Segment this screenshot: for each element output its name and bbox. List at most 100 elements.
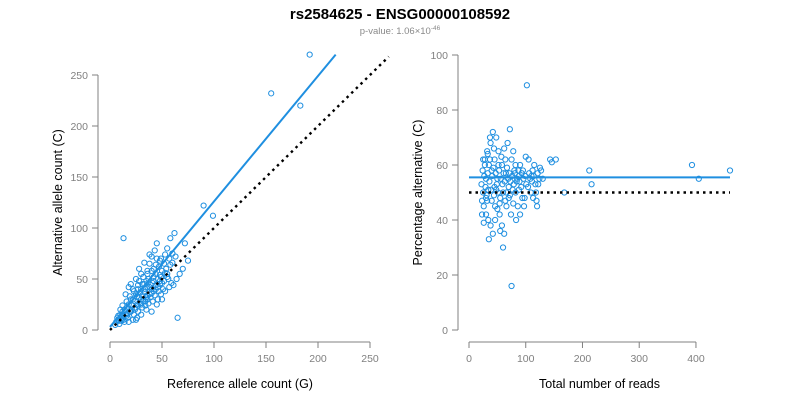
- data-point: [482, 194, 490, 202]
- data-point: [533, 203, 541, 210]
- data-point: [526, 170, 533, 177]
- data-point: [482, 211, 490, 218]
- data-point: [503, 203, 510, 210]
- p-value-mantissa: p-value: 1.06×10: [360, 26, 431, 37]
- data-point: [167, 235, 174, 242]
- data-point: [173, 275, 180, 283]
- data-point: [495, 161, 502, 169]
- data-point: [184, 257, 192, 264]
- fit-line: [109, 53, 337, 328]
- data-point: [506, 126, 513, 133]
- data-point: [146, 251, 153, 258]
- data-point: [153, 301, 160, 308]
- data-point: [148, 308, 155, 315]
- x-tick-label: 100: [517, 353, 535, 365]
- data-point: [487, 222, 494, 229]
- data-point: [181, 240, 188, 247]
- data-point: [510, 200, 517, 207]
- y-tick-label: 200: [70, 121, 88, 133]
- data-point: [144, 270, 151, 277]
- x-tick-label: 200: [309, 353, 327, 365]
- data-point: [176, 270, 183, 277]
- data-point: [125, 318, 132, 325]
- data-point: [502, 156, 509, 163]
- data-point: [149, 298, 156, 305]
- data-point: [146, 260, 153, 267]
- data-point: [484, 150, 491, 158]
- data-point: [134, 282, 142, 289]
- data-point: [132, 275, 140, 283]
- data-point: [515, 186, 523, 193]
- data-point: [138, 301, 145, 308]
- y-tick-label: 80: [436, 105, 448, 117]
- y-tick-label: 40: [436, 215, 448, 227]
- data-point: [485, 161, 492, 169]
- x-tick-label: 50: [156, 353, 168, 365]
- y-tick-label: 0: [82, 325, 88, 337]
- data-point: [695, 175, 702, 182]
- data-point: [521, 194, 528, 202]
- data-point: [489, 230, 496, 237]
- data-point: [495, 148, 502, 155]
- data-point: [533, 197, 540, 204]
- data-point: [116, 317, 123, 324]
- data-point: [486, 134, 494, 141]
- data-point: [484, 197, 491, 204]
- data-point: [486, 178, 493, 185]
- data-point: [136, 277, 143, 285]
- data-point: [492, 170, 499, 177]
- x-tick-label: 400: [687, 353, 705, 365]
- data-point: [504, 139, 511, 147]
- data-point: [531, 161, 538, 169]
- data-point: [306, 51, 313, 58]
- data-point: [484, 170, 491, 177]
- data-point: [502, 170, 509, 177]
- data-point: [485, 186, 492, 193]
- data-point: [478, 211, 486, 218]
- data-point: [588, 181, 595, 188]
- allele-count-scatter: 0 50 100 150 200 250 0 50 100 150 200 250 Reference …: [51, 51, 390, 391]
- data-point: [164, 245, 171, 252]
- data-point: [152, 261, 159, 268]
- data-point: [138, 311, 145, 318]
- data-point: [519, 194, 526, 202]
- p-value-label: p-value: 1.06×10-46: [360, 25, 441, 37]
- data-point: [496, 211, 503, 218]
- data-point: [157, 255, 165, 262]
- data-point: [148, 267, 155, 274]
- data-point: [480, 219, 487, 226]
- data-point: [172, 253, 179, 260]
- percentage-alternative-scatter: 0 100 200 300 400 0 20 40 60 80 100 Total number of…: [411, 50, 734, 391]
- data-point: [140, 273, 147, 281]
- y-tick-label: 50: [76, 274, 88, 286]
- x-axis-label: Total number of reads: [539, 377, 660, 391]
- data-point: [502, 197, 509, 204]
- x-tick-label: 300: [630, 353, 648, 365]
- data-point: [163, 265, 170, 272]
- y-tick-label: 100: [70, 223, 88, 235]
- data-point: [484, 148, 491, 155]
- data-point: [532, 181, 539, 188]
- data-point: [141, 259, 148, 266]
- data-point: [516, 161, 524, 169]
- data-point: [125, 284, 132, 291]
- data-point: [209, 212, 217, 219]
- x-tick-label: 0: [107, 353, 113, 365]
- x-tick-label: 150: [257, 353, 275, 365]
- data-point: [523, 181, 530, 188]
- data-point: [688, 161, 696, 169]
- data-point: [512, 161, 519, 169]
- data-point: [142, 302, 149, 309]
- data-point: [519, 167, 527, 174]
- data-point: [492, 203, 499, 210]
- data-point: [511, 167, 518, 174]
- data-point: [498, 222, 506, 229]
- data-point: [492, 216, 499, 224]
- data-point: [162, 288, 169, 295]
- data-point: [490, 164, 497, 171]
- data-point: [481, 161, 488, 169]
- data-point: [144, 267, 151, 274]
- x-tick-label: 250: [361, 353, 379, 365]
- data-point: [200, 202, 207, 209]
- data-point: [520, 203, 528, 210]
